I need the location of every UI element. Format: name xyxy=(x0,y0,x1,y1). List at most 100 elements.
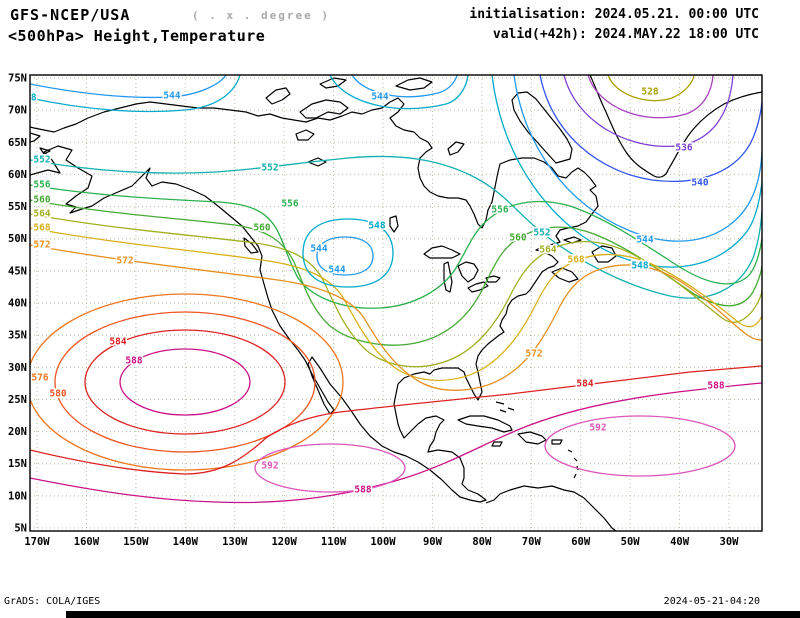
lat-label: 65N xyxy=(8,137,27,149)
lon-label: 50W xyxy=(621,536,641,548)
contour-label-548: 548 xyxy=(631,261,648,272)
contour-label-544: 544 xyxy=(636,235,653,246)
contour-label-540: 540 xyxy=(691,178,708,189)
contour-544-line xyxy=(513,75,762,242)
valid-time-label: valid(+42h): 2024.MAY.22 18:00 UTC xyxy=(492,27,759,42)
contour-588-line xyxy=(30,382,762,504)
contour-564-line xyxy=(30,213,762,368)
contour-label-580: 580 xyxy=(49,389,66,400)
lon-label: 130W xyxy=(222,536,248,548)
contour-label-528: 528 xyxy=(641,87,658,98)
contour-label-576: 576 xyxy=(31,373,48,384)
island-victoria xyxy=(299,99,349,119)
model-title: GFS-NCEP/USA xyxy=(10,6,131,24)
height-contours xyxy=(30,75,762,504)
contour-592-line xyxy=(544,415,736,477)
axis-labels: 170W 160W 150W 140W 130W 120W 110W 100W 90W 80W 70… xyxy=(8,73,739,549)
lake-erie xyxy=(467,281,489,293)
lat-label: 30N xyxy=(8,362,27,374)
contour-552-line xyxy=(30,155,762,299)
lat-label: 25N xyxy=(8,394,27,406)
lat-label: 35N xyxy=(8,330,27,342)
lat-label: 55N xyxy=(8,201,27,213)
contour-532-line xyxy=(587,75,714,119)
contour-label-560: 560 xyxy=(509,233,526,244)
island-nova-scotia xyxy=(551,267,579,283)
contour-label-552: 552 xyxy=(261,163,278,174)
contour-568-line xyxy=(30,227,762,381)
contour-label-556: 556 xyxy=(281,199,298,210)
contour-580-line xyxy=(54,311,316,453)
lon-label: 80W xyxy=(472,536,492,548)
contour-528-line xyxy=(607,75,695,102)
contour-544-line xyxy=(316,236,374,276)
contour-label-544: 544 xyxy=(310,244,327,255)
coast-greenland xyxy=(589,75,762,178)
contour-label-556: 556 xyxy=(33,180,50,191)
contour-label-588: 588 xyxy=(707,381,724,392)
lat-label: 45N xyxy=(8,265,27,277)
contour-588-line xyxy=(119,348,251,416)
contour-label-564: 564 xyxy=(539,245,556,256)
contour-572-line xyxy=(30,244,762,391)
contour-544-line xyxy=(351,75,458,98)
lat-label: 5N xyxy=(14,523,27,535)
contour-548-line xyxy=(30,75,241,113)
contour-label-572: 572 xyxy=(525,349,542,360)
contour-label-544: 544 xyxy=(328,265,345,276)
plot-frame xyxy=(29,74,763,532)
contour-560-line xyxy=(30,199,762,346)
contour-label-536: 536 xyxy=(675,143,692,154)
contour-label-572: 572 xyxy=(116,256,133,267)
lon-label: 60W xyxy=(571,536,591,548)
coast-chukotka xyxy=(30,132,41,143)
lon-label: 40W xyxy=(670,536,690,548)
contour-592-line xyxy=(254,443,406,493)
lon-label: 90W xyxy=(423,536,443,548)
lake-huron xyxy=(457,261,479,283)
coast-south-america xyxy=(485,485,617,531)
contour-label-552: 552 xyxy=(533,228,550,239)
contour-536-line xyxy=(563,75,734,148)
contour-544-line xyxy=(30,75,227,99)
contour-584-line xyxy=(84,329,286,435)
lon-label: 160W xyxy=(74,536,100,548)
contour-584-line xyxy=(30,365,762,475)
contour-576-line xyxy=(30,293,344,471)
island-jamaica xyxy=(491,441,503,447)
contour-label-560: 560 xyxy=(253,223,270,234)
contour-548-line xyxy=(302,218,394,288)
contour-label-552: 552 xyxy=(33,155,50,166)
bottom-bar xyxy=(66,611,800,618)
island-southampton xyxy=(447,141,465,156)
lake-michigan xyxy=(443,261,453,293)
contour-label-572: 572 xyxy=(33,240,50,251)
contour-label-568: 568 xyxy=(33,223,50,234)
lake-winnipeg xyxy=(389,215,399,233)
island-puerto-rico xyxy=(551,439,563,445)
coast-north-america xyxy=(30,97,599,503)
coastlines xyxy=(30,75,762,531)
lake-great-bear xyxy=(295,129,315,141)
lon-label: 30W xyxy=(720,536,740,548)
island-hispaniola xyxy=(517,431,547,445)
contour-label-544: 544 xyxy=(163,91,180,102)
island-banks xyxy=(265,87,291,105)
lon-label: 100W xyxy=(370,536,396,548)
lat-label: 40N xyxy=(8,298,27,310)
graticule xyxy=(30,75,762,531)
island-vancouver xyxy=(243,237,259,254)
island-newfoundland xyxy=(591,245,617,263)
contour-label-588: 588 xyxy=(354,485,371,496)
resolution-note: ( . x . degree ) xyxy=(192,9,330,22)
lon-label: 70W xyxy=(522,536,542,548)
lat-label: 70N xyxy=(8,105,27,117)
contour-label-592: 592 xyxy=(261,461,278,472)
contour-label-584: 584 xyxy=(576,379,593,390)
contour-label-564: 564 xyxy=(33,209,50,220)
islands-antilles xyxy=(567,449,579,479)
contour-label-588: 588 xyxy=(125,356,142,367)
lake-ontario xyxy=(485,275,501,283)
island-st-lawrence xyxy=(39,147,51,155)
